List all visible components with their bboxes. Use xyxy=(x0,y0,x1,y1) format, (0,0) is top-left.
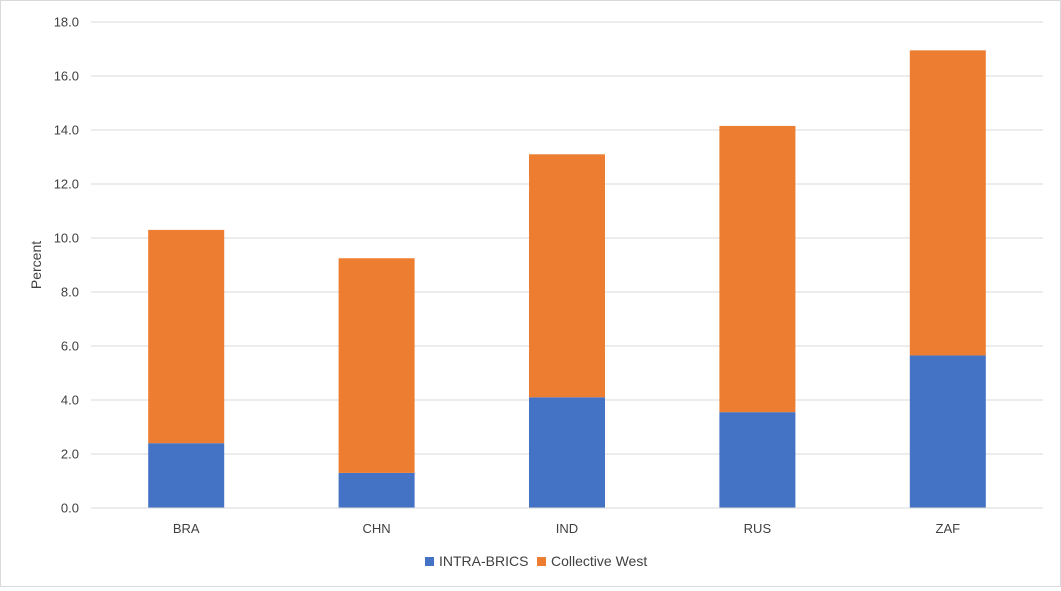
y-tick-label: 8.0 xyxy=(61,285,79,300)
y-tick-label: 6.0 xyxy=(61,339,79,354)
bar-rus-collective-west xyxy=(719,125,796,413)
y-tick-label: 2.0 xyxy=(61,447,79,462)
x-tick-label: CHN xyxy=(363,521,391,536)
y-axis-label: Percent xyxy=(28,241,44,289)
y-tick-label: 4.0 xyxy=(61,393,79,408)
bar-bra-intra-brics xyxy=(148,443,225,508)
legend-label: Collective West xyxy=(551,553,647,569)
x-tick-label: ZAF xyxy=(936,521,961,536)
y-tick-label: 14.0 xyxy=(54,123,79,138)
bar-chn-intra-brics xyxy=(338,472,415,508)
legend-swatch xyxy=(425,557,434,566)
bar-ind-collective-west xyxy=(529,154,605,398)
bar-chn-collective-west xyxy=(338,258,415,473)
bars xyxy=(148,50,986,508)
legend: INTRA-BRICS Collective West xyxy=(425,553,647,569)
x-tick-label: IND xyxy=(556,521,578,536)
y-tick-label: 18.0 xyxy=(54,15,79,30)
bar-zaf-collective-west xyxy=(909,50,986,356)
y-tick-label: 0.0 xyxy=(61,501,79,516)
legend-swatch xyxy=(537,557,546,566)
y-axis-ticks: 0.0 2.0 4.0 6.0 8.0 10.0 12.0 14.0 16.0 18.0 xyxy=(54,15,79,516)
y-tick-label: 12.0 xyxy=(54,177,79,192)
y-tick-label: 16.0 xyxy=(54,69,79,84)
bar-ind-intra-brics xyxy=(529,397,605,508)
x-tick-label: BRA xyxy=(173,521,200,536)
legend-label: INTRA-BRICS xyxy=(439,553,528,569)
x-tick-label: RUS xyxy=(744,521,772,536)
bar-bra-collective-west xyxy=(148,229,225,444)
y-tick-label: 10.0 xyxy=(54,231,79,246)
x-axis-ticks: BRA CHN IND RUS ZAF xyxy=(173,521,960,536)
bar-zaf-intra-brics xyxy=(909,355,986,508)
bar-rus-intra-brics xyxy=(719,412,796,508)
